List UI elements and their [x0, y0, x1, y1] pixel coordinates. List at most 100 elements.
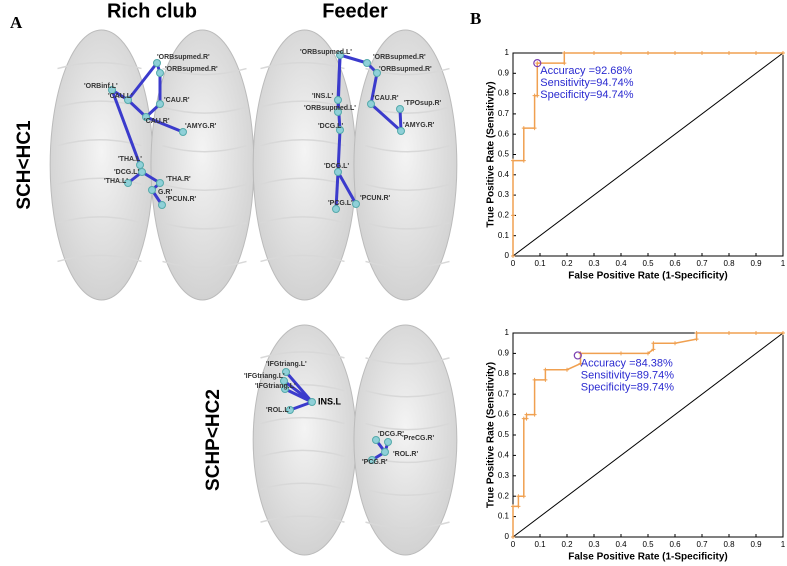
x-axis-label: False Positive Rate (1-Specificity) — [568, 271, 728, 282]
edge — [126, 61, 159, 102]
y-tick-label: 0.9 — [498, 349, 510, 358]
point-marker — [532, 126, 537, 131]
x-tick-label: 0.7 — [696, 540, 708, 549]
point-marker — [516, 504, 521, 509]
edge — [336, 170, 358, 206]
point-marker — [532, 377, 537, 382]
x-tick-label: 0.9 — [750, 540, 762, 549]
node — [108, 86, 116, 94]
x-tick-label: 0 — [511, 259, 516, 268]
x-tick-label: 1 — [781, 540, 786, 549]
gyrus — [260, 138, 450, 153]
node-label: 'ROL.R' — [393, 451, 418, 458]
x-tick-label: 0.2 — [561, 259, 573, 268]
y-axis-label: True Positive Rate (Sensitivity) — [486, 362, 497, 508]
node — [396, 105, 404, 113]
x-tick-label: 0.6 — [669, 540, 681, 549]
panel-label: A — [10, 13, 23, 32]
node — [381, 448, 389, 456]
node — [179, 128, 187, 136]
edge — [369, 102, 403, 133]
row-label: SCHP<HC2 — [203, 389, 224, 491]
node — [336, 126, 344, 134]
gyrus — [260, 351, 450, 365]
point-marker — [562, 61, 567, 66]
x-tick-label: 0.4 — [615, 540, 627, 549]
point-marker — [651, 341, 656, 346]
node-label: 'ORBsupmed.R' — [165, 66, 218, 73]
point-marker — [694, 337, 699, 342]
panel-label: B — [470, 9, 481, 28]
y-tick-label: 0.8 — [498, 369, 510, 378]
gyrus — [57, 61, 247, 76]
operating-point — [573, 351, 582, 360]
node — [280, 377, 288, 385]
node — [367, 100, 375, 108]
node-label: 'CAU.R' — [373, 95, 399, 102]
point-marker — [694, 331, 699, 335]
node-label: 'DCG.L' — [324, 163, 349, 170]
node-label: 'ORBsupmed.R' — [373, 54, 426, 61]
point-marker — [511, 254, 515, 258]
x-tick-label: 0.3 — [588, 540, 600, 549]
point-marker — [521, 158, 526, 163]
node-label: 'ORBsupmed.R' — [157, 54, 210, 61]
gyrus — [260, 482, 450, 497]
node — [334, 168, 342, 176]
point-marker — [524, 412, 529, 417]
x-tick-label: 0.4 — [615, 259, 627, 268]
node — [153, 59, 161, 67]
node — [156, 69, 164, 77]
node — [332, 205, 340, 213]
point-marker — [532, 412, 537, 417]
point-marker — [619, 351, 623, 356]
node — [397, 127, 405, 135]
point-marker — [521, 126, 526, 131]
node-label: 'ORBsupmed.R' — [379, 66, 432, 73]
edge — [369, 71, 379, 106]
y-tick-label: 0.6 — [498, 410, 510, 419]
point-marker — [727, 51, 731, 55]
annotation: Specificity=89.74% — [581, 381, 674, 393]
node-label: 'IFGtriang.L' — [244, 373, 285, 380]
gyrus — [57, 216, 247, 230]
node-label: 'PCG.L' — [328, 200, 353, 207]
point-marker — [781, 51, 785, 55]
x-tick-label: 0.2 — [561, 540, 573, 549]
node — [282, 368, 290, 376]
edge — [338, 53, 369, 65]
y-tick-label: 1 — [505, 328, 510, 337]
y-tick-label: 1 — [505, 48, 510, 57]
point-marker — [543, 367, 548, 372]
node-label: G.R' — [158, 189, 172, 196]
edge — [283, 387, 314, 404]
annotation: Specificity=94.74% — [540, 89, 633, 101]
annotation: Accuracy =92.68% — [540, 65, 632, 77]
node — [158, 201, 166, 209]
y-tick-label: 0 — [505, 251, 510, 260]
point-marker — [673, 341, 677, 346]
node-label: 'CAU.L' — [108, 93, 133, 100]
node-label: 'THA.L' — [104, 178, 128, 185]
point-marker — [754, 51, 758, 55]
node — [138, 168, 146, 176]
x-tick-label: 0.5 — [642, 540, 654, 549]
row-label: SCH<HC1 — [14, 120, 35, 210]
y-tick-label: 0.2 — [498, 211, 510, 220]
node — [148, 186, 156, 194]
node-label: 'PreCG.R' — [402, 435, 434, 442]
x-tick-label: 1 — [781, 259, 786, 268]
column-header: Rich club — [107, 0, 197, 22]
point-marker — [754, 331, 758, 335]
node — [334, 96, 342, 104]
plot-frame — [512, 332, 784, 538]
point-marker — [511, 504, 515, 509]
x-tick-label: 0 — [511, 540, 516, 549]
node — [384, 438, 392, 446]
gyrus — [260, 383, 450, 398]
node-label: 'AMYG.R' — [185, 123, 217, 130]
point-marker — [619, 51, 623, 55]
point-marker — [565, 367, 569, 372]
node-label: 'ROL.L' — [266, 407, 291, 414]
